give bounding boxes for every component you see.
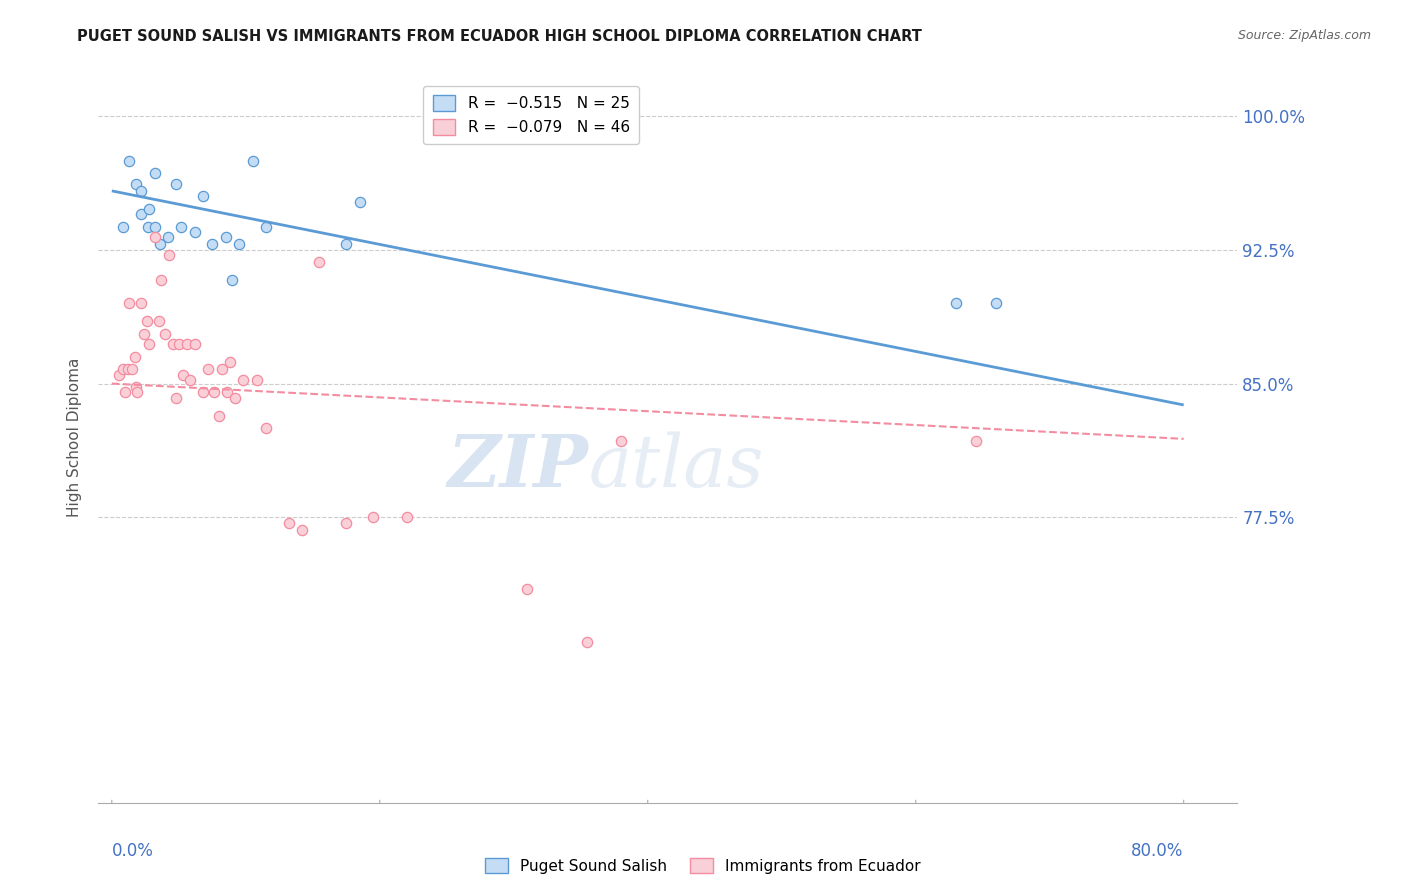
Point (208, 409, 231, 423)
Point (184, 225, 207, 239)
Point (984, 296, 1007, 310)
Text: 0.0%: 0.0% (112, 842, 153, 860)
Text: 80.0%: 80.0% (1132, 842, 1184, 860)
Point (172, 368, 194, 382)
Point (149, 237, 172, 252)
Point (576, 635, 599, 649)
Point (191, 189, 214, 203)
Point (197, 362, 219, 376)
Point (143, 166, 166, 180)
Point (335, 237, 357, 252)
Point (138, 202, 160, 216)
Point (277, 516, 299, 530)
Point (117, 362, 139, 376)
Point (179, 373, 201, 387)
Point (232, 373, 254, 387)
Point (129, 184, 152, 198)
Point (111, 362, 134, 376)
Point (125, 177, 148, 191)
Point (157, 230, 180, 244)
Point (349, 194, 371, 209)
Point (124, 350, 146, 364)
Text: Source: ZipAtlas.com: Source: ZipAtlas.com (1237, 29, 1371, 42)
Point (150, 273, 173, 287)
Point (245, 373, 267, 387)
Point (165, 391, 187, 405)
Point (202, 385, 225, 400)
Point (184, 337, 207, 351)
Point (148, 314, 170, 328)
Text: atlas: atlas (588, 431, 763, 501)
Text: ZIP: ZIP (447, 431, 588, 502)
Point (111, 219, 134, 234)
Point (107, 368, 129, 382)
Point (516, 582, 538, 596)
Point (361, 510, 384, 524)
Point (211, 362, 233, 376)
Point (335, 516, 357, 530)
Y-axis label: High School Diploma: High School Diploma (67, 358, 83, 516)
Point (167, 337, 190, 351)
Point (224, 391, 246, 405)
Point (159, 248, 181, 262)
Point (945, 296, 967, 310)
Point (143, 219, 166, 234)
Point (121, 362, 143, 376)
Point (165, 177, 187, 191)
Point (215, 230, 238, 244)
Point (176, 337, 198, 351)
Point (132, 326, 155, 341)
Point (201, 237, 224, 252)
Legend: Puget Sound Salish, Immigrants from Ecuador: Puget Sound Salish, Immigrants from Ecua… (479, 852, 927, 880)
Point (215, 385, 238, 400)
Point (127, 385, 149, 400)
Point (218, 355, 240, 369)
Point (254, 219, 277, 234)
Point (291, 523, 314, 537)
Point (138, 337, 160, 351)
Point (610, 434, 633, 448)
Point (125, 380, 148, 394)
Point (228, 237, 250, 252)
Point (170, 219, 193, 234)
Point (965, 434, 987, 448)
Text: PUGET SOUND SALISH VS IMMIGRANTS FROM ECUADOR HIGH SCHOOL DIPLOMA CORRELATION CH: PUGET SOUND SALISH VS IMMIGRANTS FROM EC… (77, 29, 922, 44)
Point (191, 385, 214, 400)
Legend: R =  −0.515   N = 25, R =  −0.079   N = 46: R = −0.515 N = 25, R = −0.079 N = 46 (423, 87, 638, 145)
Point (114, 385, 136, 400)
Point (135, 314, 157, 328)
Point (254, 421, 277, 435)
Point (129, 207, 152, 221)
Point (308, 255, 330, 269)
Point (136, 219, 159, 234)
Point (162, 337, 184, 351)
Point (395, 510, 418, 524)
Point (143, 230, 166, 244)
Point (118, 153, 141, 168)
Point (242, 153, 264, 168)
Point (221, 273, 243, 287)
Point (129, 296, 152, 310)
Point (118, 296, 141, 310)
Point (155, 326, 177, 341)
